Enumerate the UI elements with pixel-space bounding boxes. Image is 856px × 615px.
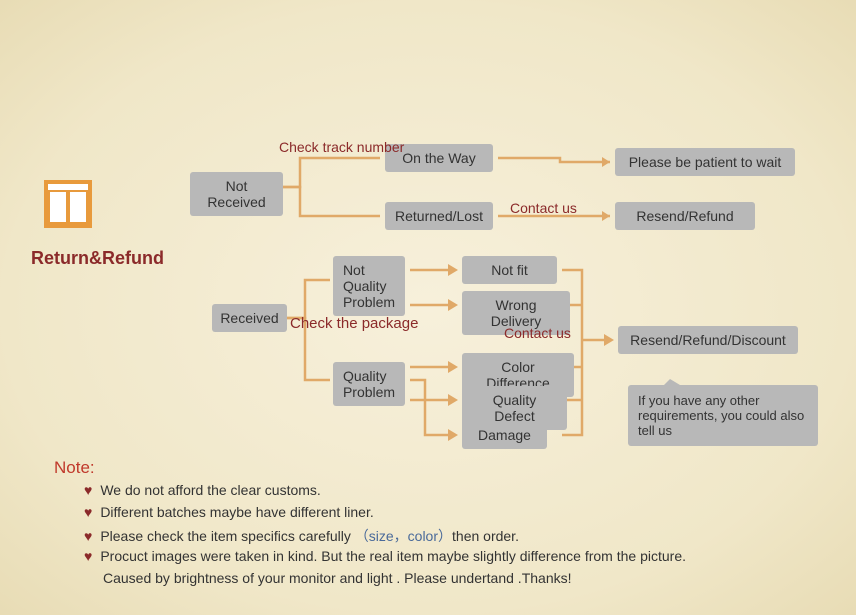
note-title: Note: <box>54 458 95 478</box>
label-check-package: Check the package <box>290 315 418 332</box>
note-line-4: Caused by brightness of your monitor and… <box>103 570 572 586</box>
note-line-0: ♥We do not afford the clear customs. <box>84 482 321 498</box>
node-returned-lost: Returned/Lost <box>385 202 493 230</box>
label-contact-us-2: Contact us <box>504 325 571 341</box>
node-resend-refund-discount: Resend/Refund/Discount <box>618 326 798 354</box>
note-text-1: Different batches maybe have different l… <box>100 504 373 520</box>
node-not-fit: Not fit <box>462 256 557 284</box>
node-received: Received <box>212 304 287 332</box>
note-text-2: Please check the item specifics carefull… <box>100 528 519 544</box>
note-text-4: Caused by brightness of your monitor and… <box>103 570 572 586</box>
note-line-3: ♥Procuct images were taken in kind. But … <box>84 548 686 564</box>
speech-bubble: If you have any other requirements, you … <box>628 385 818 446</box>
label-contact-us-1: Contact us <box>510 200 577 216</box>
node-quality: Quality Problem <box>333 362 405 406</box>
note-line-2: ♥Please check the item specifics careful… <box>84 526 519 546</box>
note-text-0: We do not afford the clear customs. <box>100 482 321 498</box>
node-resend-refund: Resend/Refund <box>615 202 755 230</box>
note-text-3: Procuct images were taken in kind. But t… <box>100 548 686 564</box>
node-not-received: Not Received <box>190 172 283 216</box>
node-not-quality: Not Quality Problem <box>333 256 405 316</box>
node-damage: Damage <box>462 421 547 449</box>
note-line-1: ♥Different batches maybe have different … <box>84 504 374 520</box>
node-please-patient: Please be patient to wait <box>615 148 795 176</box>
label-check-track: Check track number <box>279 139 404 155</box>
